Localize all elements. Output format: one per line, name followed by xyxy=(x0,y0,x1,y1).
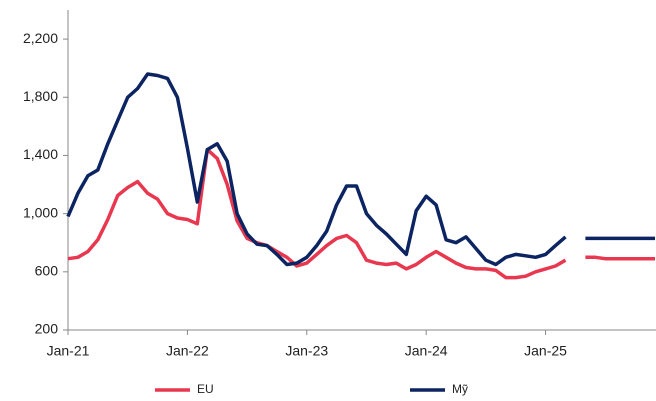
x-tick-label: Jan-22 xyxy=(166,343,209,359)
y-tick-label: 1,000 xyxy=(23,204,58,220)
y-tick-label: 1,400 xyxy=(23,146,58,162)
y-tick-label: 200 xyxy=(35,321,59,337)
x-tick-label: Jan-25 xyxy=(524,343,567,359)
x-tick-label: Jan-24 xyxy=(405,343,448,359)
x-tick-label: Jan-21 xyxy=(47,343,90,359)
y-tick-label: 2,200 xyxy=(23,30,58,46)
series-line xyxy=(67,147,655,280)
legend-label: Mỹ xyxy=(452,382,468,396)
x-tick-label: Jan-23 xyxy=(285,343,328,359)
y-tick-label: 1,800 xyxy=(23,88,58,104)
legend-label: EU xyxy=(197,382,214,396)
series-line xyxy=(66,72,655,267)
y-tick-label: 600 xyxy=(35,263,59,279)
